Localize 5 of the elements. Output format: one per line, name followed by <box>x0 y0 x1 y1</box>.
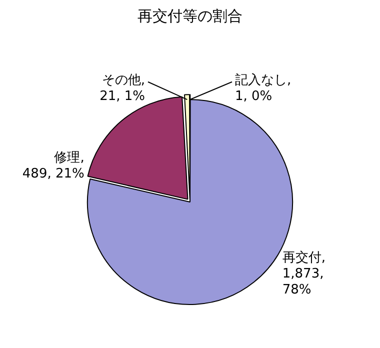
slice-label: 記入なし, 1, 0% <box>235 72 292 104</box>
slice-label: 修理, 489, 21% <box>22 150 84 182</box>
slice-label: その他, 21, 1% <box>100 72 145 104</box>
slice-label: 再交付, 1,873, 78% <box>282 250 326 298</box>
chart-title: 再交付等の割合 <box>138 6 242 25</box>
